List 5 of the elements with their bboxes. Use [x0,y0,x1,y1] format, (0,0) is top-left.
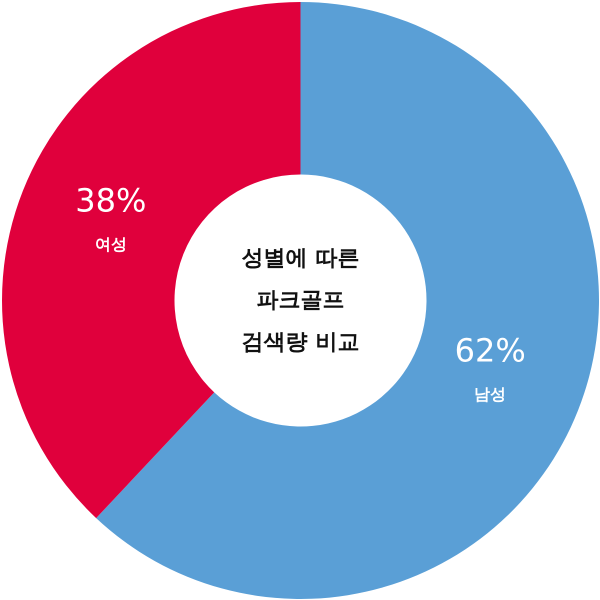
slice-label: 남성 [474,384,506,404]
data-label: 38% [75,181,146,220]
slice-label: 여성 [94,234,127,254]
text: 성별에 따른 파크골프 검색량 비교 [242,246,360,355]
data-label: 62% [454,332,526,370]
